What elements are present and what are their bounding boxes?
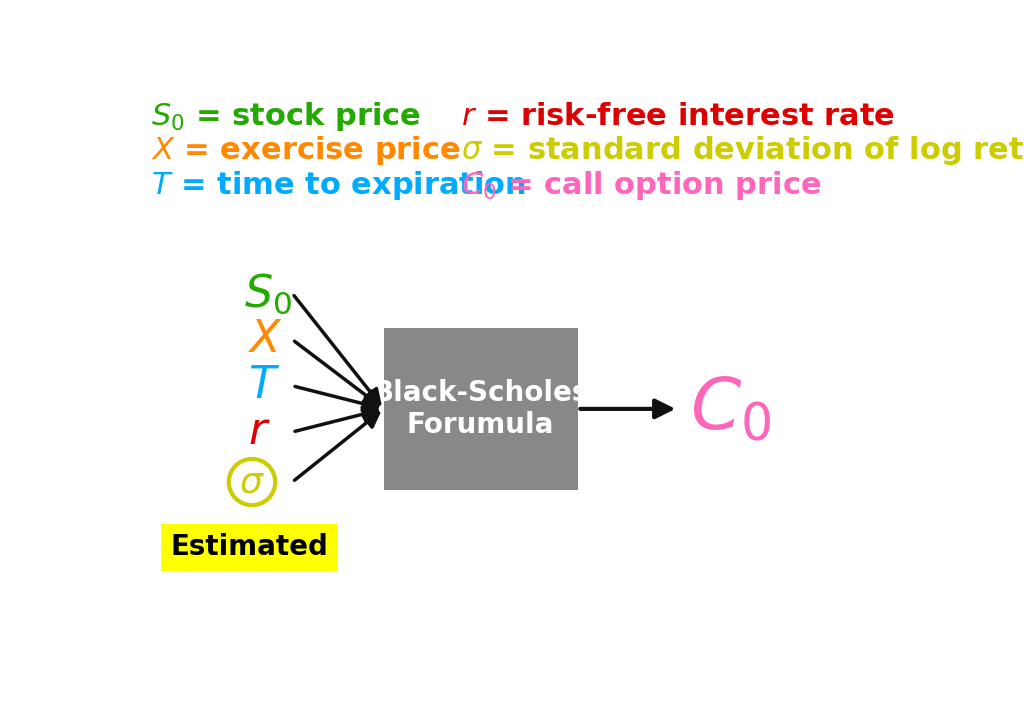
Text: $\mathit{S}_{0}$: $\mathit{S}_{0}$ — [245, 271, 292, 316]
Text: $\mathit{X}$ = exercise price: $\mathit{X}$ = exercise price — [152, 134, 461, 167]
Text: $\mathit{T}$ = time to expiration: $\mathit{T}$ = time to expiration — [152, 169, 526, 202]
Text: $\mathit{r}$: $\mathit{r}$ — [248, 410, 270, 453]
Text: $\mathit{T}$: $\mathit{T}$ — [248, 364, 281, 407]
Text: $\mathit{X}$: $\mathit{X}$ — [248, 318, 284, 361]
Text: $\mathit{C}_{0}$: $\mathit{C}_{0}$ — [690, 374, 771, 443]
Text: $\mathit{σ}$ = standard deviation of log returns (volatility): $\mathit{σ}$ = standard deviation of log… — [461, 134, 1024, 167]
Text: $\mathit{C}_{0}$ = call option price: $\mathit{C}_{0}$ = call option price — [461, 169, 821, 202]
Text: $\mathit{S}_{0}$ = stock price: $\mathit{S}_{0}$ = stock price — [152, 100, 421, 133]
Text: Estimated: Estimated — [171, 534, 329, 561]
Text: $\mathit{r}$ = risk-free interest rate: $\mathit{r}$ = risk-free interest rate — [461, 102, 895, 131]
Text: $\mathit{\sigma}$: $\mathit{\sigma}$ — [239, 465, 265, 499]
Text: Black-Scholes
Forumula: Black-Scholes Forumula — [373, 378, 589, 439]
FancyBboxPatch shape — [384, 328, 578, 490]
